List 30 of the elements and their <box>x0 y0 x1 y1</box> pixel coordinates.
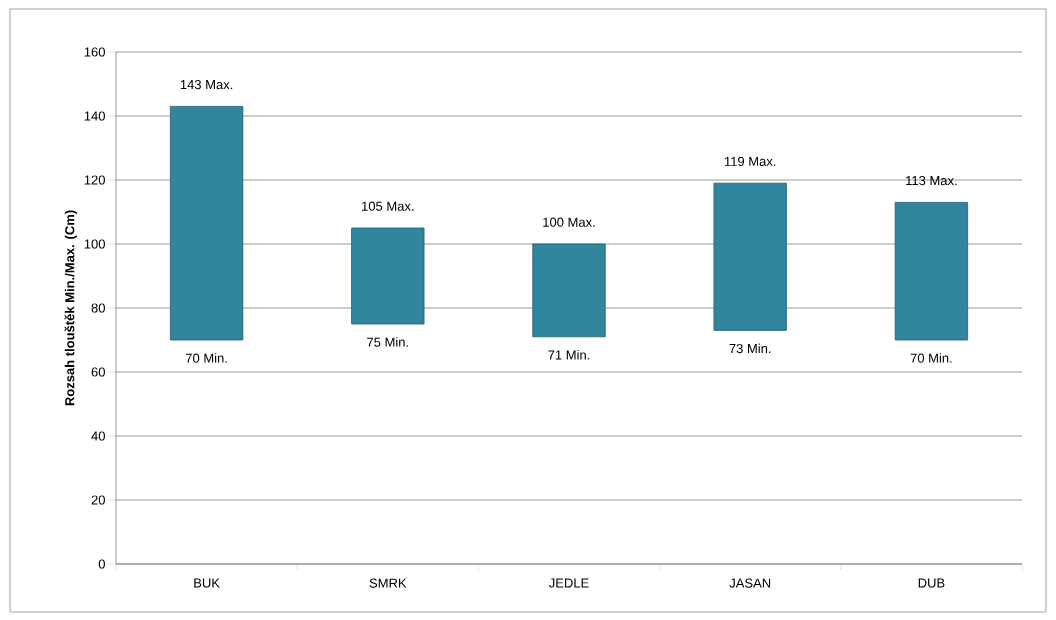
y-tick-label: 80 <box>91 303 105 313</box>
y-tick-label: 60 <box>91 367 105 377</box>
bar <box>713 182 787 331</box>
y-tick-label: 140 <box>84 111 105 121</box>
bar <box>532 243 606 338</box>
y-tick-label: 0 <box>98 559 105 569</box>
x-tick-label: DUB <box>918 578 945 588</box>
x-tick-label: JEDLE <box>548 578 589 588</box>
annotation: 119 Max. <box>724 156 776 166</box>
y-tick-label: 100 <box>84 239 105 249</box>
annotation: 113 Max. <box>906 175 957 186</box>
x-tick-label: SMRK <box>369 578 407 588</box>
bar <box>351 227 425 325</box>
annotation: 73 Min. <box>729 343 771 354</box>
y-tick-label: 120 <box>84 175 105 185</box>
bar <box>894 201 969 341</box>
x-tick-label: BUK <box>194 578 220 588</box>
y-tick-label: 160 <box>84 47 105 57</box>
y-tick-label: 20 <box>91 495 105 505</box>
x-tick-label: JASAN <box>729 578 771 588</box>
y-axis-title: Rozsah tlouštěk Min./Max. (Cm) <box>64 210 77 406</box>
annotation: 100 Max. <box>543 217 595 227</box>
y-tick-label: 40 <box>91 431 105 441</box>
annotation: 70 Min. <box>185 353 227 363</box>
annotation: 70 Min. <box>910 353 952 363</box>
bar <box>169 105 244 341</box>
annotation: 143 Max. <box>180 79 233 90</box>
annotation: 75 Min. <box>367 337 408 347</box>
annotation: 71 Min. <box>548 349 590 360</box>
annotation: 105 Max. <box>362 201 414 211</box>
